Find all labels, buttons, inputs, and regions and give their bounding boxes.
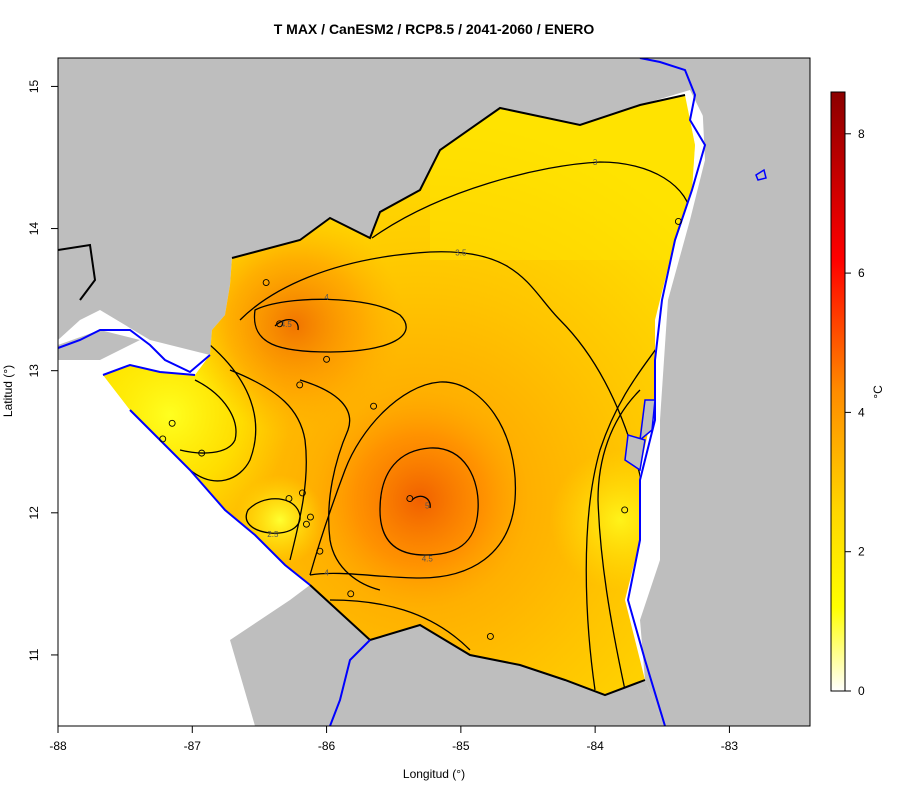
contour-line-4-5-south: [379, 447, 479, 556]
y-tick-label: 11: [27, 648, 41, 661]
contour-line-4-5-north: [274, 319, 299, 331]
contour-line-3-west-a: [189, 344, 257, 482]
contour-label: 3: [593, 158, 598, 167]
x-tick-label: -87: [184, 739, 202, 753]
station-marker: [406, 495, 414, 503]
y-tick-label: 12: [27, 506, 41, 520]
station-marker: [347, 590, 355, 598]
plot-frame: [57, 57, 811, 727]
contour-label: 4.5: [281, 320, 293, 329]
contour-line-3-e: [597, 389, 641, 691]
costa-rica-land: [230, 585, 665, 726]
colorbar-tick-label: 2: [858, 545, 865, 559]
station-marker: [323, 355, 331, 363]
station-marker: [198, 449, 206, 457]
contour-label: 4: [324, 293, 329, 302]
contour-line-3-south: [329, 599, 471, 651]
contour-label: 4.5: [422, 554, 434, 563]
lagoon-coastline: [639, 399, 656, 442]
contour-label: 4: [324, 569, 329, 578]
x-tick-label: -83: [721, 739, 739, 753]
contour-label: 2.5: [267, 530, 279, 539]
y-axis: 11 12 13 14 15: [27, 79, 58, 661]
costa-rica-border: [309, 584, 646, 697]
station-marker: [370, 402, 378, 410]
contour-line-3: [371, 161, 693, 239]
contour-line-3-5-inner: [585, 339, 663, 691]
y-tick-label: 13: [27, 364, 41, 378]
station-marker: [276, 320, 284, 328]
contour-labels: 3 3.5 4 4.5 2.5 5 4.5 4: [267, 158, 598, 578]
caribbean-coastline: [626, 58, 707, 726]
nicaragua-border: [231, 94, 686, 259]
station-marker: [262, 279, 270, 287]
y-tick-label: 15: [27, 79, 41, 93]
contour-label: 5: [425, 502, 430, 511]
colorbar-tick-label: 8: [858, 127, 865, 141]
station-marker: [307, 513, 314, 521]
station-marker: [159, 435, 167, 443]
colorbar: [830, 91, 846, 692]
colorbar-tick-label: 0: [858, 684, 865, 698]
contour-line-3-west-b: [179, 379, 237, 454]
contour-line-3-5-west: [229, 369, 307, 561]
contour-label: 3.5: [455, 249, 467, 258]
contour-line-3-5-west-b: [299, 379, 381, 591]
x-tick-label: -84: [586, 739, 604, 753]
x-axis: -88 -87 -86 -85 -84 -83: [49, 726, 738, 753]
x-axis-label: Longitud (°): [402, 767, 466, 781]
x-tick-label: -85: [452, 739, 470, 753]
station-marker: [486, 633, 494, 640]
pacific-coastline: [58, 329, 371, 726]
y-tick-label: 14: [27, 222, 41, 236]
station-marker: [674, 217, 682, 225]
x-tick-label: -86: [318, 739, 336, 753]
corn-islands: [755, 168, 767, 181]
colorbar-ticks: 0 2 4 6 8: [845, 127, 865, 698]
colorbar-tick-label: 6: [858, 266, 865, 280]
colorbar-tick-label: 4: [858, 405, 865, 419]
honduras-internal-border: [58, 243, 97, 301]
el-salvador-land: [58, 330, 140, 360]
pearl-lagoon: [624, 434, 646, 472]
colorbar-unit-label: °C: [871, 385, 885, 399]
contour-line-5-south: [411, 495, 431, 509]
station-marker: [316, 547, 324, 555]
station-marker: [285, 495, 293, 503]
x-tick-label: -88: [49, 739, 67, 753]
station-marker: [621, 506, 629, 514]
contour-line-2-5-sw: [245, 498, 301, 534]
station-marker: [302, 520, 310, 528]
map-title: T MAX / CanESM2 / RCP8.5 / 2041-2060 / E…: [273, 21, 595, 37]
stations: [159, 217, 682, 640]
station-marker: [296, 381, 304, 389]
station-marker: [298, 489, 306, 497]
station-marker: [168, 419, 176, 427]
contour-line-4-south: [309, 381, 517, 579]
honduras-land: [58, 58, 810, 355]
eastern-land: [640, 58, 810, 726]
contour-line-4-north: [253, 298, 407, 353]
